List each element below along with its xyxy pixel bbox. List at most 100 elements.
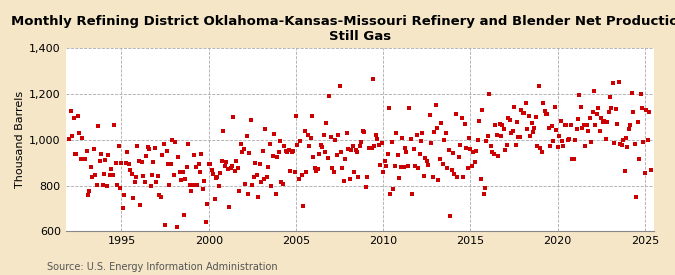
- Point: [464, 136, 475, 141]
- Point: [612, 121, 622, 126]
- Point: [96, 152, 107, 157]
- Point: [199, 179, 210, 183]
- Point: [308, 155, 319, 160]
- Point: [591, 112, 602, 117]
- Point: [634, 157, 645, 161]
- Point: [337, 165, 348, 170]
- Point: [368, 77, 379, 81]
- Point: [153, 174, 163, 178]
- Point: [421, 159, 432, 163]
- Point: [222, 167, 233, 171]
- Point: [478, 192, 489, 196]
- Point: [241, 134, 252, 138]
- Point: [320, 150, 331, 154]
- Point: [334, 84, 345, 88]
- Point: [170, 140, 181, 144]
- Point: [205, 162, 215, 166]
- Point: [440, 131, 451, 135]
- Point: [615, 142, 626, 146]
- Point: [352, 150, 362, 155]
- Point: [266, 184, 277, 188]
- Point: [344, 177, 355, 182]
- Point: [203, 161, 214, 166]
- Point: [68, 116, 79, 120]
- Point: [373, 142, 384, 147]
- Point: [502, 142, 512, 147]
- Point: [198, 186, 209, 191]
- Point: [213, 184, 224, 188]
- Point: [460, 145, 471, 150]
- Point: [317, 145, 327, 149]
- Point: [87, 175, 98, 179]
- Point: [154, 192, 165, 197]
- Point: [263, 165, 274, 169]
- Point: [223, 205, 234, 209]
- Point: [165, 162, 176, 167]
- Point: [302, 133, 313, 137]
- Point: [475, 177, 486, 181]
- Point: [389, 163, 400, 168]
- Point: [163, 162, 173, 167]
- Point: [247, 183, 258, 188]
- Point: [95, 158, 105, 163]
- Point: [381, 164, 392, 168]
- Point: [142, 145, 153, 149]
- Point: [618, 138, 628, 142]
- Point: [146, 173, 157, 177]
- Point: [240, 182, 250, 186]
- Point: [603, 110, 614, 115]
- Point: [566, 123, 576, 127]
- Point: [517, 110, 528, 115]
- Point: [536, 150, 547, 155]
- Point: [513, 135, 524, 139]
- Point: [571, 127, 582, 131]
- Point: [614, 80, 624, 84]
- Point: [189, 153, 200, 158]
- Point: [350, 148, 361, 153]
- Point: [643, 138, 653, 142]
- Point: [238, 147, 249, 151]
- Point: [491, 133, 502, 137]
- Point: [248, 175, 259, 179]
- Point: [616, 142, 627, 147]
- Point: [408, 146, 419, 151]
- Point: [474, 119, 485, 123]
- Point: [589, 89, 599, 93]
- Point: [227, 164, 238, 168]
- Point: [113, 144, 124, 148]
- Point: [529, 125, 540, 130]
- Point: [564, 137, 574, 141]
- Point: [139, 180, 150, 185]
- Point: [379, 159, 390, 163]
- Point: [637, 105, 647, 110]
- Point: [259, 177, 269, 182]
- Point: [231, 159, 242, 163]
- Point: [483, 134, 493, 139]
- Point: [545, 144, 556, 148]
- Point: [346, 148, 356, 152]
- Point: [212, 174, 223, 179]
- Point: [327, 166, 338, 170]
- Point: [232, 166, 243, 170]
- Point: [601, 120, 612, 124]
- Point: [276, 180, 287, 185]
- Point: [138, 174, 148, 178]
- Point: [472, 138, 483, 142]
- Point: [610, 107, 621, 111]
- Point: [631, 195, 642, 199]
- Point: [358, 129, 369, 133]
- Point: [406, 137, 416, 142]
- Point: [516, 108, 526, 112]
- Point: [78, 156, 89, 161]
- Point: [548, 139, 559, 144]
- Point: [72, 114, 83, 119]
- Point: [532, 144, 543, 148]
- Point: [314, 152, 325, 156]
- Point: [426, 141, 437, 145]
- Point: [324, 94, 335, 99]
- Point: [299, 129, 310, 133]
- Point: [183, 142, 194, 146]
- Point: [311, 169, 322, 173]
- Point: [282, 150, 293, 154]
- Point: [105, 173, 115, 177]
